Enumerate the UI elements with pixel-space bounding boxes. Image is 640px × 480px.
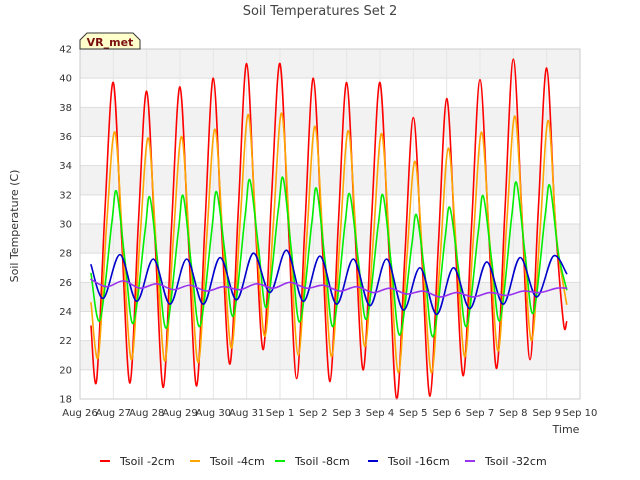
plot-band: [80, 224, 580, 254]
series-line-4: [90, 249, 568, 316]
chart-title: Soil Temperatures Set 2: [243, 4, 398, 19]
y-tick-label: 22: [59, 336, 72, 347]
legend-label: Tsoil -2cm: [119, 455, 175, 468]
station-tag: VR_met: [79, 32, 141, 50]
y-tick-label: 36: [59, 132, 72, 143]
plot-band: [80, 165, 580, 195]
x-tick-label: Aug 27: [96, 408, 131, 419]
x-tick-label: Sep 3: [332, 408, 360, 419]
y-tick-label: 18: [59, 395, 72, 406]
x-tick-label: Sep 10: [563, 408, 598, 419]
x-tick-label: Sep 1: [266, 408, 294, 419]
y-tick-label: 38: [59, 103, 72, 114]
y-tick-label: 34: [59, 161, 72, 172]
legend-label: Tsoil -4cm: [209, 455, 265, 468]
station-tag-box: [79, 32, 141, 50]
station-tag-label: VR_met: [87, 36, 134, 49]
y-tick-label: 30: [59, 220, 72, 231]
y-tick-label: 40: [59, 74, 72, 85]
legend-item-4: Tsoil -16cm: [368, 455, 450, 468]
x-tick-label: Sep 2: [299, 408, 327, 419]
legend-label: Tsoil -8cm: [294, 455, 350, 468]
series-line-3: [90, 176, 568, 338]
plot-band: [80, 49, 580, 79]
x-tick-label: Sep 9: [532, 408, 560, 419]
y-tick-label: 26: [59, 278, 72, 289]
plot-frame: [79, 48, 581, 400]
y-tick-label: 32: [59, 190, 72, 201]
y-tick-label: 20: [59, 365, 72, 376]
legend: Tsoil -2cm Tsoil -4cm Tsoil -8cm Tsoil -16c…: [100, 455, 547, 468]
legend-item-5: Tsoil -32cm: [465, 455, 547, 468]
y-tick-label: 28: [59, 249, 72, 260]
x-tick-label: Sep 4: [366, 408, 394, 419]
x-tick-label: Aug 31: [229, 408, 264, 419]
series-layer: [90, 58, 568, 400]
legend-label: Tsoil -16cm: [387, 455, 450, 468]
legend-item-2: Tsoil -4cm: [190, 455, 265, 468]
y-axis-label: Soil Temperature (C): [8, 170, 21, 283]
series-line-5: [90, 278, 568, 298]
x-tick-label: Sep 6: [432, 408, 460, 419]
legend-item-1: Tsoil -2cm: [100, 455, 175, 468]
legend-item-3: Tsoil -8cm: [275, 455, 350, 468]
legend-label: Tsoil -32cm: [484, 455, 547, 468]
x-tick-label: Sep 5: [399, 408, 427, 419]
y-tick-label: 42: [59, 45, 72, 56]
plot-band: [80, 107, 580, 137]
y-tick-labels: 18 20 22 24 26 28 30 32 34 36 38 40 42: [59, 45, 72, 406]
x-tick-label: Aug 28: [129, 408, 164, 419]
x-axis-label: Time: [552, 423, 580, 436]
x-tick-label: Aug 29: [162, 408, 197, 419]
x-tick-label: Aug 30: [196, 408, 231, 419]
x-tick-label: Sep 8: [499, 408, 527, 419]
x-tick-label: Aug 26: [62, 408, 97, 419]
y-tick-label: 24: [59, 307, 72, 318]
x-tick-label: Sep 7: [466, 408, 494, 419]
